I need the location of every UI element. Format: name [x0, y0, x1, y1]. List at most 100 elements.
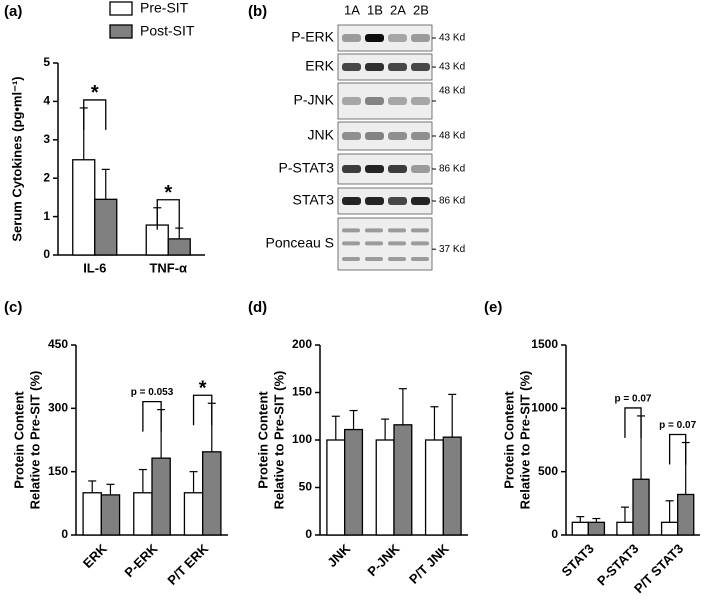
- blot-protein: P-ERK: [291, 29, 334, 45]
- significance-bracket: [192, 394, 213, 426]
- bar: [571, 521, 589, 536]
- blot-band: [411, 197, 430, 205]
- y-tick-label: 100: [292, 432, 312, 446]
- lane-label: 2A: [390, 2, 406, 17]
- y-axis-label: Relative to Pre-SIT (%): [271, 371, 286, 510]
- bar: [632, 478, 650, 536]
- y-tick-label: 300: [48, 401, 68, 415]
- blot-band: [342, 165, 361, 173]
- y-tick-label: 200: [292, 337, 312, 351]
- blot-band: [411, 97, 430, 105]
- y-tick-label: 1500: [531, 337, 558, 351]
- blot-band: [411, 165, 430, 173]
- bar: [660, 521, 679, 536]
- annotation: p = 0.07: [615, 394, 652, 405]
- x-tick-label: P/T STAT3: [631, 541, 686, 596]
- x-tick-label: JNK: [324, 541, 353, 570]
- y-tick-label: 0: [61, 527, 68, 541]
- annotation: *: [164, 182, 172, 204]
- significance-bracket: [624, 407, 642, 438]
- blot-band: [342, 132, 361, 140]
- blot-size: 48 Kd: [439, 86, 465, 97]
- y-tick-label: 3: [43, 132, 50, 146]
- blot-band: [388, 165, 407, 173]
- blot-band: [365, 97, 384, 105]
- blot-band: [365, 132, 384, 140]
- blot-band: [342, 197, 361, 205]
- blot-band: [411, 257, 429, 261]
- bar: [587, 521, 606, 536]
- y-tick-label: 2: [43, 170, 50, 184]
- blot-band: [365, 197, 384, 205]
- x-tick-label: IL-6: [83, 260, 106, 275]
- blot-band: [388, 241, 406, 246]
- blot-band: [365, 228, 383, 233]
- legend-swatch: [109, 1, 133, 16]
- blot-strip: [337, 217, 433, 271]
- bar: [344, 428, 364, 536]
- blot-band: [365, 34, 384, 42]
- blot-protein: Ponceau S: [266, 235, 335, 251]
- bar: [151, 457, 171, 536]
- panel-label: (a): [4, 3, 22, 20]
- blot-protein: P-STAT3: [279, 160, 335, 176]
- blot-band: [388, 197, 407, 205]
- blot-size: 37 Kd: [439, 244, 465, 255]
- y-tick-label: 0: [43, 247, 50, 261]
- bar: [100, 494, 121, 536]
- bar: [677, 493, 695, 536]
- bar: [442, 436, 462, 536]
- y-axis-label: Protein Content: [501, 391, 516, 489]
- significance-bracket: [156, 199, 180, 230]
- y-axis-label: Protein Content: [11, 391, 26, 489]
- y-tick-label: 150: [48, 464, 68, 478]
- blot-band: [411, 132, 430, 140]
- y-axis-label: Relative to Pre-SIT (%): [517, 371, 532, 510]
- x-tick-label: P/T JNK: [406, 541, 452, 587]
- panel-label: (d): [248, 299, 267, 316]
- legend-label: Post-SIT: [140, 23, 195, 39]
- legend-label: Pre-SIT: [140, 0, 189, 16]
- blot-band: [411, 34, 430, 42]
- blot-band: [365, 63, 384, 71]
- y-tick-label: 0: [551, 527, 558, 541]
- blot-band: [342, 97, 361, 105]
- blot-band: [365, 165, 384, 173]
- blot-strip: [337, 121, 433, 151]
- blot-band: [411, 228, 429, 233]
- blot-size: 43 Kd: [439, 62, 465, 73]
- y-tick-label: 1000: [531, 401, 558, 415]
- blot-protein: JNK: [308, 127, 335, 143]
- x-tick-label: STAT3: [559, 541, 597, 579]
- bar: [82, 492, 102, 536]
- y-tick-label: 1: [43, 209, 50, 223]
- blot-band: [388, 132, 407, 140]
- blot-protein: STAT3: [293, 192, 335, 208]
- x-tick-label: P/T ERK: [164, 541, 211, 588]
- blot-band: [411, 241, 429, 246]
- significance-bracket: [142, 400, 162, 432]
- blot-band: [365, 257, 383, 261]
- panel-label: (b): [248, 3, 267, 20]
- bar: [133, 492, 153, 536]
- bar: [424, 439, 444, 536]
- blot-band: [342, 241, 360, 246]
- x-tick-label: P-JNK: [364, 541, 403, 580]
- x-tick-label: TNF-α: [149, 260, 187, 275]
- blot-strip: [337, 24, 433, 52]
- y-tick-label: 500: [538, 464, 558, 478]
- legend-swatch: [109, 24, 133, 39]
- bar: [616, 521, 634, 536]
- blot-protein: ERK: [305, 58, 334, 74]
- lane-label: 1A: [344, 2, 360, 17]
- blot-band: [342, 34, 361, 42]
- blot-band: [388, 97, 407, 105]
- blot-band: [365, 241, 383, 246]
- y-axis-label: Protein Content: [255, 391, 270, 489]
- blot-band: [342, 228, 360, 233]
- significance-bracket: [83, 99, 107, 130]
- bar: [326, 439, 346, 536]
- bar: [202, 451, 222, 536]
- blot-band: [388, 228, 406, 233]
